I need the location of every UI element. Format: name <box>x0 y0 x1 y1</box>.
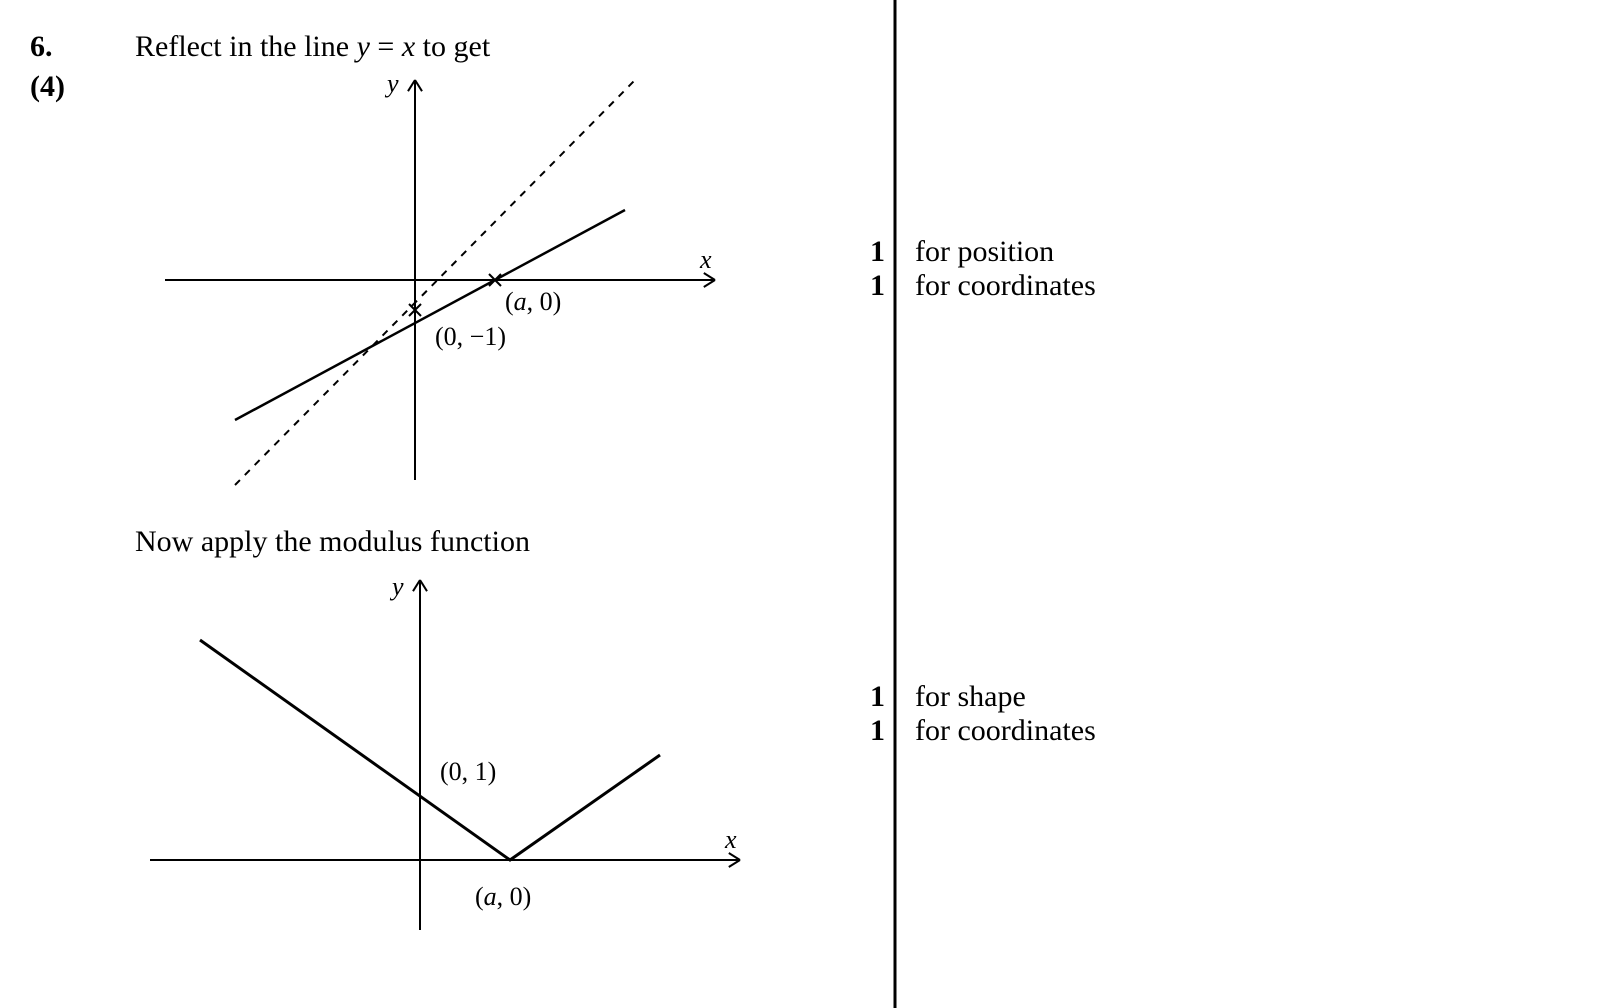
question-total-marks: (4) <box>30 70 65 104</box>
graph1: x y (a, 0) (0, −1) <box>135 70 735 500</box>
mark-points: 1 <box>855 680 885 714</box>
mark-row: 1for coordinates <box>855 714 1096 748</box>
mark-points: 1 <box>855 714 885 748</box>
step1-text-part: Reflect in the line <box>135 30 357 63</box>
marks-graph1: 1for position1for coordinates <box>855 235 1096 303</box>
page: 6. (4) Reflect in the line y = x to get … <box>0 0 1612 1008</box>
step1-text: Reflect in the line y = x to get <box>135 30 490 64</box>
svg-text:(0, −1): (0, −1) <box>435 322 506 351</box>
graph2: x y (0, 1) (a, 0) <box>120 560 780 950</box>
step2-text: Now apply the modulus function <box>135 525 530 559</box>
mark-reason: for coordinates <box>885 714 1096 748</box>
svg-text:(a, 0): (a, 0) <box>475 882 531 911</box>
question-number: 6. <box>30 30 53 64</box>
mark-reason: for position <box>885 235 1054 269</box>
mark-row: 1for shape <box>855 680 1096 714</box>
svg-text:(0, 1): (0, 1) <box>440 757 496 786</box>
step1-text-part: y <box>357 30 370 63</box>
svg-text:(a, 0): (a, 0) <box>505 287 561 316</box>
svg-text:y: y <box>389 572 404 601</box>
step1-text-part: x <box>402 30 415 63</box>
svg-text:x: x <box>724 825 737 854</box>
mark-points: 1 <box>855 269 885 303</box>
svg-text:y: y <box>384 70 399 98</box>
step1-text-part: to get <box>415 30 490 63</box>
mark-reason: for shape <box>885 680 1026 714</box>
mark-row: 1for coordinates <box>855 269 1096 303</box>
step1-text-part: = <box>370 30 402 63</box>
mark-reason: for coordinates <box>885 269 1096 303</box>
marks-graph2: 1for shape1for coordinates <box>855 680 1096 748</box>
svg-text:x: x <box>699 245 712 274</box>
mark-row: 1for position <box>855 235 1096 269</box>
mark-points: 1 <box>855 235 885 269</box>
